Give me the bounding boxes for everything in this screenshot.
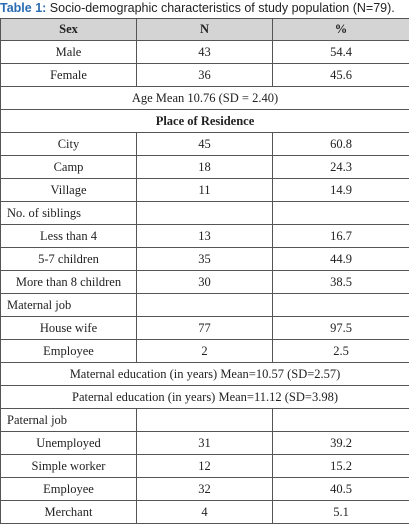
empty-cell [272,408,409,432]
empty-cell [272,201,409,225]
percent-cell: 45.6 [272,63,409,87]
count-cell: 77 [136,316,273,340]
percent-cell: 24.3 [272,155,409,179]
section-heading: Place of Residence [0,109,409,133]
table-row: Simple worker 12 15.2 [0,454,409,478]
row-label: City [0,132,137,156]
caption-text: Socio-demographic characteristics of stu… [49,1,395,15]
table-row: Paternal job [0,408,409,432]
table-row: Less than 4 13 16.7 [0,224,409,248]
percent-cell: 40.5 [272,477,409,501]
table-row: House wife 77 97.5 [0,316,409,340]
table-row: Place of Residence [0,109,409,133]
row-label: Less than 4 [0,224,137,248]
table-row: Employee 32 40.5 [0,477,409,501]
row-label: Employee [0,477,137,501]
row-label: Employee [0,339,137,363]
table-row: Unemployed 31 39.2 [0,431,409,455]
data-table: Sex N % Male 43 54.4 Female 36 45.6 Age Mean 1… [0,18,409,524]
header-cell: % [272,18,409,41]
row-label: Female [0,63,137,87]
group-label: Paternal job [0,408,137,432]
table-row: Maternal job [0,293,409,317]
empty-cell [136,293,273,317]
table-row: Age Mean 10.76 (SD = 2.40) [0,86,409,110]
header-row: Sex N % [0,18,409,41]
percent-cell: 54.4 [272,40,409,64]
row-label: Male [0,40,137,64]
row-label: More than 8 children [0,270,137,294]
table-body: Male 43 54.4 Female 36 45.6 Age Mean 10.76 (SD… [0,40,409,524]
percent-cell: 60.8 [272,132,409,156]
percent-cell: 97.5 [272,316,409,340]
count-cell: 35 [136,247,273,271]
empty-cell [272,293,409,317]
summary-cell: Age Mean 10.76 (SD = 2.40) [0,86,409,110]
table-row: Female 36 45.6 [0,63,409,87]
empty-cell [136,201,273,225]
header-cell: Sex [0,18,137,41]
caption-label: Table 1: [0,1,47,15]
group-label: No. of siblings [0,201,137,225]
table-row: No. of siblings [0,201,409,225]
count-cell: 32 [136,477,273,501]
count-cell: 31 [136,431,273,455]
table-caption: Table 1: Socio-demographic characteristi… [0,0,409,18]
table-row: City 45 60.8 [0,132,409,156]
header-cell: N [136,18,273,41]
row-label: House wife [0,316,137,340]
table-row: Paternal education (in years) Mean=11.12… [0,385,409,409]
table-row: Camp 18 24.3 [0,155,409,179]
group-label: Maternal job [0,293,137,317]
percent-cell: 44.9 [272,247,409,271]
count-cell: 18 [136,155,273,179]
table-row: Employee 2 2.5 [0,339,409,363]
count-cell: 12 [136,454,273,478]
summary-cell: Paternal education (in years) Mean=11.12… [0,385,409,409]
percent-cell: 39.2 [272,431,409,455]
table-row: Village 11 14.9 [0,178,409,202]
percent-cell: 16.7 [272,224,409,248]
count-cell: 43 [136,40,273,64]
count-cell: 45 [136,132,273,156]
table-row: Maternal education (in years) Mean=10.57… [0,362,409,386]
row-label: Simple worker [0,454,137,478]
percent-cell: 15.2 [272,454,409,478]
percent-cell: 5.1 [272,500,409,524]
count-cell: 36 [136,63,273,87]
row-label: Village [0,178,137,202]
percent-cell: 38.5 [272,270,409,294]
table-row: 5-7 children 35 44.9 [0,247,409,271]
empty-cell [136,408,273,432]
table-row: Merchant 4 5.1 [0,500,409,524]
table-row: More than 8 children 30 38.5 [0,270,409,294]
percent-cell: 2.5 [272,339,409,363]
row-label: Merchant [0,500,137,524]
row-label: Camp [0,155,137,179]
count-cell: 30 [136,270,273,294]
count-cell: 4 [136,500,273,524]
count-cell: 11 [136,178,273,202]
row-label: 5-7 children [0,247,137,271]
row-label: Unemployed [0,431,137,455]
table-head: Sex N % [0,18,409,41]
table-row: Male 43 54.4 [0,40,409,64]
count-cell: 13 [136,224,273,248]
summary-cell: Maternal education (in years) Mean=10.57… [0,362,409,386]
count-cell: 2 [136,339,273,363]
percent-cell: 14.9 [272,178,409,202]
